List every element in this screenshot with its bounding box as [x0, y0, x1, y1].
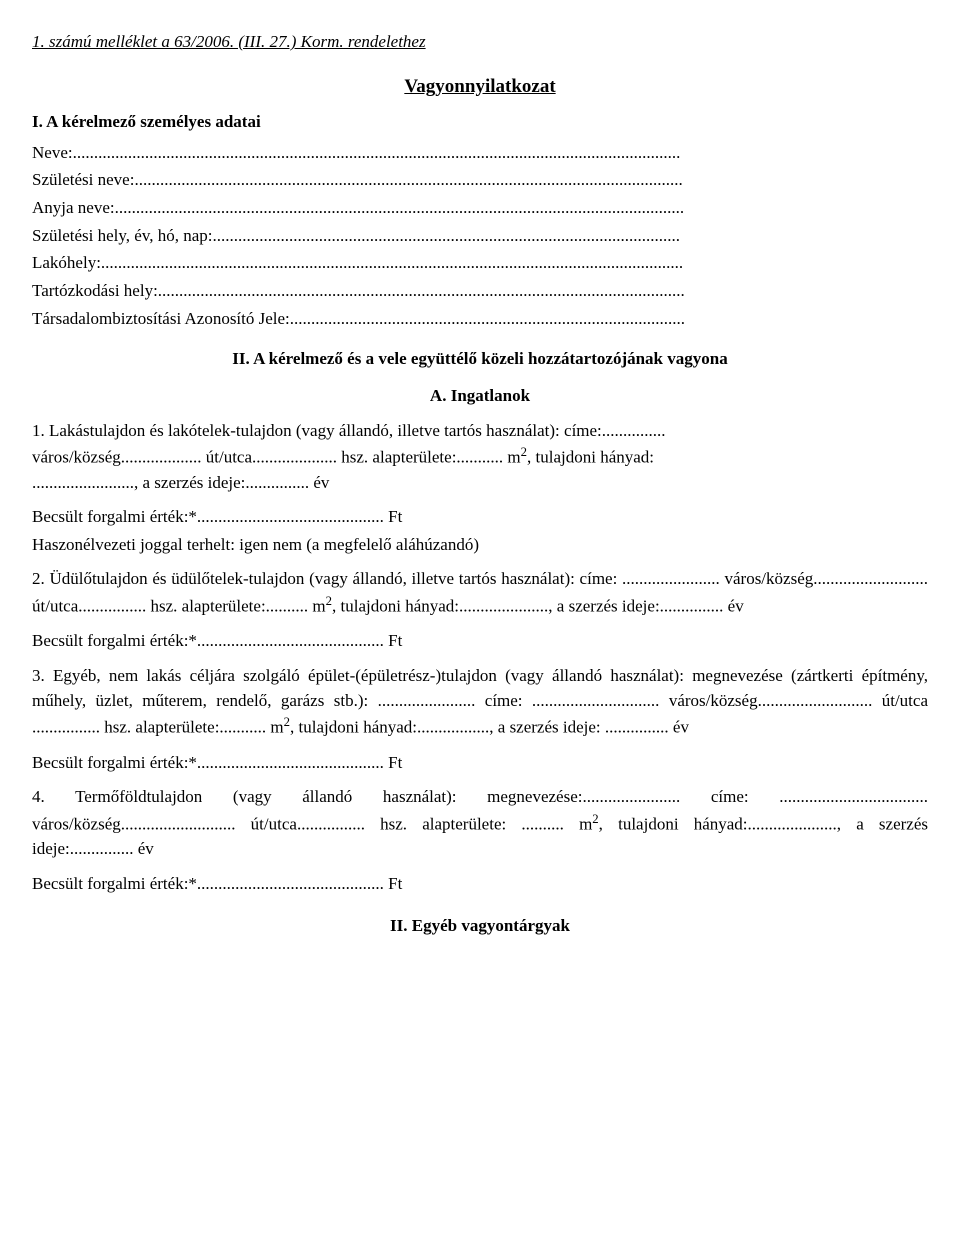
section-1-heading: I. A kérelmező személyes adatai	[32, 110, 928, 135]
item-3-value: Becsült forgalmi érték:*................…	[32, 751, 928, 776]
field-mother-name: Anyja neve:.............................…	[32, 196, 928, 221]
item-1-text-b: város/község................... út/utca.…	[32, 448, 521, 467]
item-2: 2. Üdülőtulajdon és üdülőtelek-tulajdon …	[32, 567, 928, 619]
field-birth-place-date: Születési hely, év, hó, nap:............…	[32, 224, 928, 249]
item-1-text-d: ........................, a szerzés idej…	[32, 473, 329, 492]
item-3-text-b: , tulajdoni hányad:................., a …	[290, 718, 689, 737]
field-name: Neve:...................................…	[32, 141, 928, 166]
attachment-reference: 1. számú melléklet a 63/2006. (III. 27.)…	[32, 30, 928, 55]
item-2-value: Becsült forgalmi érték:*................…	[32, 629, 928, 654]
field-birth-name: Születési neve:.........................…	[32, 168, 928, 193]
item-1-value: Becsült forgalmi érték:*................…	[32, 505, 928, 530]
item-4: 4. Termőföldtulajdon (vagy állandó haszn…	[32, 785, 928, 862]
item-3: 3. Egyéb, nem lakás céljára szolgáló épü…	[32, 664, 928, 741]
field-stay-address: Tartózkodási hely:......................…	[32, 279, 928, 304]
section-2-other-heading: II. Egyéb vagyontárgyak	[32, 914, 928, 939]
section-2a-heading: A. Ingatlanok	[32, 384, 928, 409]
item-2-text-b: , tulajdoni hányad:.....................…	[332, 597, 744, 616]
item-1-text-c: , tulajdoni hányad:	[527, 448, 654, 467]
item-1: 1. Lakástulajdon és lakótelek-tulajdon (…	[32, 419, 928, 496]
item-4-value: Becsült forgalmi érték:*................…	[32, 872, 928, 897]
main-title: Vagyonnyilatkozat	[32, 73, 928, 101]
field-ssn: Társadalombiztosítási Azonosító Jele:...…	[32, 307, 928, 332]
item-1-usufruct: Haszonélvezeti joggal terhelt: igen nem …	[32, 533, 928, 558]
field-residence: Lakóhely:...............................…	[32, 251, 928, 276]
section-2-heading: II. A kérelmező és a vele együttélő köze…	[32, 347, 928, 372]
item-1-text-a: 1. Lakástulajdon és lakótelek-tulajdon (…	[32, 421, 666, 440]
